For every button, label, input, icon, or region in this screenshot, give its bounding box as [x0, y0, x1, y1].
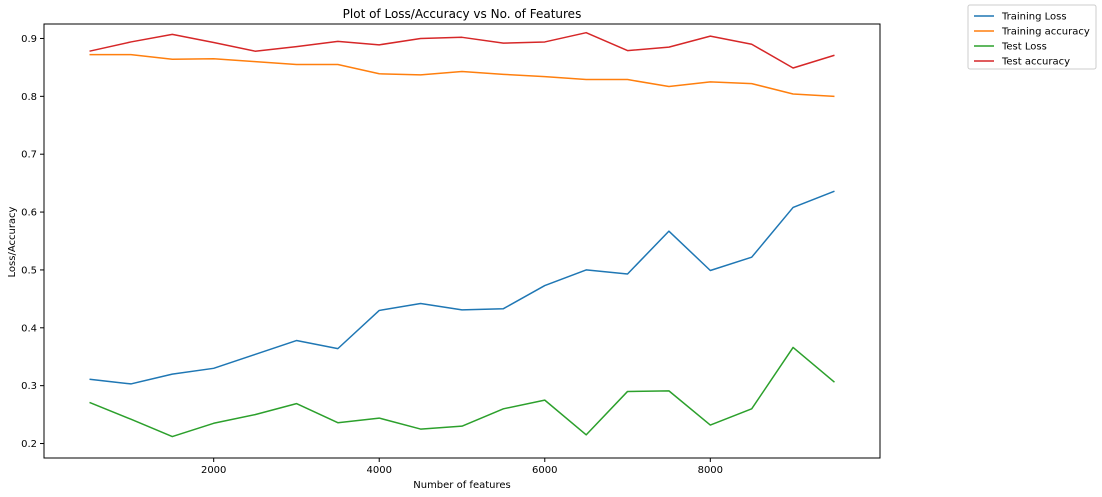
series-line-training-accuracy [89, 53, 835, 98]
legend-label-training-accuracy: Training accuracy [1001, 27, 1090, 38]
y-tick-label: 0.5 [21, 265, 37, 276]
series-line-test-accuracy [89, 31, 835, 69]
plot-area [43, 23, 881, 459]
x-axis-label: Number of features [413, 480, 510, 491]
legend-frame [967, 4, 1097, 70]
legend-label-test-loss: Test Loss [1001, 42, 1047, 53]
y-tick-label: 0.8 [21, 92, 37, 103]
y-tick-label: 0.3 [21, 381, 37, 392]
chart-title: Plot of Loss/Accuracy vs No. of Features [343, 7, 582, 21]
x-axis: 2000 4000 6000 8000 [201, 458, 723, 476]
x-tick-label: 8000 [698, 465, 723, 476]
series-line-test-loss [89, 346, 835, 438]
y-tick-label: 0.9 [21, 34, 37, 45]
x-tick-label: 4000 [367, 465, 392, 476]
y-tick-label: 0.7 [21, 150, 37, 161]
y-tick-label: 0.4 [21, 323, 37, 334]
y-tick-label: 0.6 [21, 208, 37, 219]
y-axis-label: Loss/Accuracy [7, 206, 18, 277]
legend: Training Loss Training accuracy Test Loss T… [967, 4, 1097, 70]
y-axis: 0.2 0.3 0.4 0.5 0.6 0.7 0.8 0.9 [21, 34, 44, 450]
x-tick-label: 6000 [532, 465, 557, 476]
x-tick-label: 2000 [201, 465, 226, 476]
y-tick-label: 0.2 [21, 439, 37, 450]
series-lines [89, 31, 835, 438]
legend-label-training-loss: Training Loss [1001, 12, 1067, 23]
legend-label-test-accuracy: Test accuracy [1001, 57, 1070, 68]
series-line-training-loss [89, 190, 835, 385]
